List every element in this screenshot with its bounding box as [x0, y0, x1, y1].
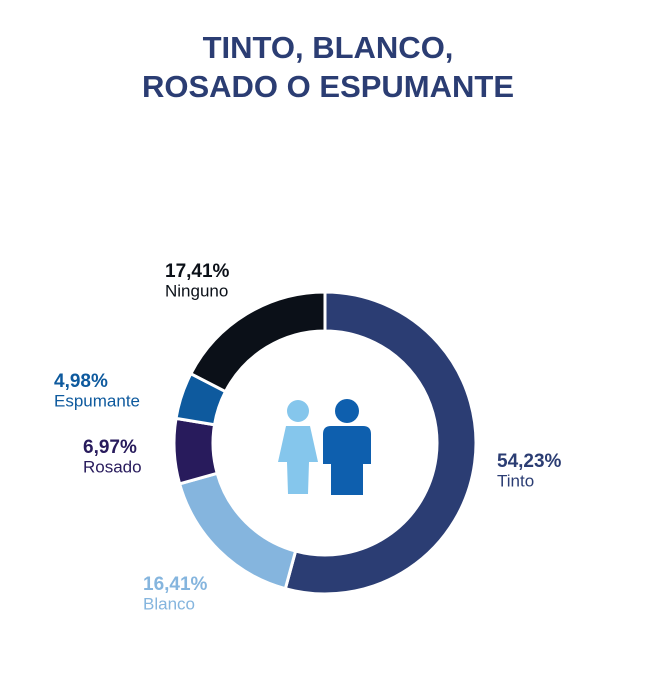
category-label: Ninguno [165, 281, 228, 300]
value-label: 54,23% [497, 451, 562, 472]
category-label: Espumante [54, 391, 140, 410]
donut-slice [188, 290, 327, 394]
value-label: 4,98% [54, 371, 108, 392]
donut-slice [177, 471, 298, 591]
category-label: Rosado [83, 457, 142, 476]
value-label: 17,41% [165, 261, 230, 282]
chart-title: ROSADO O ESPUMANTE [142, 69, 514, 104]
category-label: Tinto [497, 471, 534, 490]
donut-slice [283, 290, 478, 596]
category-label: Blanco [143, 594, 195, 613]
chart-title: TINTO, BLANCO, [203, 30, 454, 65]
value-label: 16,41% [143, 574, 208, 595]
people-icon [278, 399, 371, 495]
value-label: 6,97% [83, 437, 137, 458]
donut-slice [172, 416, 220, 486]
